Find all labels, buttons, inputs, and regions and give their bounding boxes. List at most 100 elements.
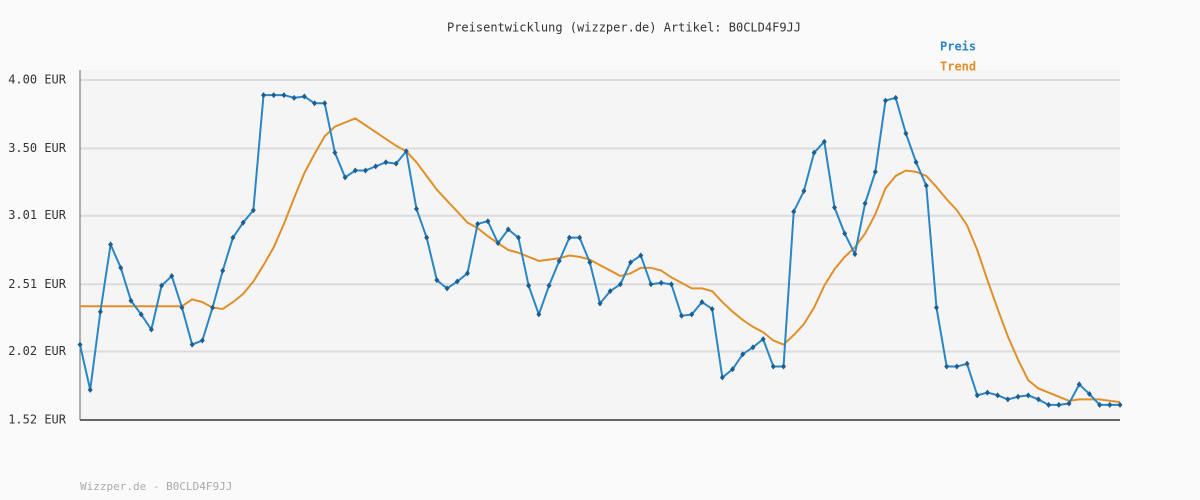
point-marker <box>770 363 776 370</box>
y-tick-label: 3.50 EUR <box>8 141 67 155</box>
point-marker <box>954 363 960 370</box>
point-marker <box>271 92 277 99</box>
point-marker <box>699 299 705 306</box>
plot-area <box>80 70 1120 420</box>
point-marker <box>893 94 899 101</box>
footer: Wizzper.de - B0CLD4F9JJ <box>80 480 232 493</box>
point-marker <box>87 386 93 393</box>
point-marker <box>913 159 919 166</box>
point-marker <box>566 234 572 241</box>
point-marker <box>413 205 419 212</box>
point-marker <box>403 148 409 155</box>
y-tick-label: 4.00 EUR <box>8 73 67 87</box>
point-marker <box>128 297 134 304</box>
point-marker <box>730 366 736 373</box>
point-marker <box>118 264 124 271</box>
point-marker <box>1046 401 1052 408</box>
point-marker <box>750 344 756 351</box>
point-marker <box>811 149 817 156</box>
point-marker <box>250 207 256 214</box>
point-marker <box>791 208 797 215</box>
point-marker <box>964 360 970 367</box>
point-marker <box>607 288 613 295</box>
point-marker <box>281 92 287 99</box>
series-line <box>80 117 1121 404</box>
point-marker <box>577 234 583 241</box>
point-marker <box>424 234 430 241</box>
point-marker <box>322 100 328 107</box>
point-marker <box>179 304 185 311</box>
point-marker <box>556 257 562 264</box>
point-marker <box>648 281 654 288</box>
point-marker <box>199 337 205 344</box>
y-tick-label: 2.02 EUR <box>8 344 67 358</box>
point-marker <box>383 159 389 166</box>
point-marker <box>933 304 939 311</box>
legend-label: Preis <box>940 40 976 54</box>
point-marker <box>485 218 491 225</box>
point-marker <box>454 278 460 285</box>
point-marker <box>882 97 888 104</box>
point-marker <box>220 267 226 274</box>
point-marker <box>984 389 990 396</box>
point-marker <box>974 392 980 399</box>
point-marker <box>77 341 83 348</box>
point-marker <box>291 94 297 101</box>
point-marker <box>587 259 593 266</box>
point-marker <box>352 167 358 174</box>
point-marker <box>210 304 216 311</box>
point-marker <box>373 163 379 170</box>
point-marker <box>475 220 481 227</box>
y-tick-label: 3.01 EUR <box>8 208 67 222</box>
point-marker <box>781 363 787 370</box>
point-marker <box>658 279 664 286</box>
point-marker <box>689 311 695 318</box>
point-marker <box>505 226 511 233</box>
point-marker <box>872 168 878 175</box>
point-marker <box>332 149 338 156</box>
point-marker <box>842 230 848 237</box>
point-marker <box>1025 392 1031 399</box>
point-marker <box>821 138 827 145</box>
point-marker <box>434 277 440 284</box>
point-marker <box>1066 400 1072 407</box>
point-marker <box>240 219 246 226</box>
point-marker <box>852 251 858 258</box>
point-marker <box>189 341 195 348</box>
point-marker <box>261 92 267 99</box>
chart-title: Preisentwicklung (wizzper.de) Artikel: B… <box>447 21 801 35</box>
point-marker <box>801 188 807 195</box>
point-marker <box>169 273 175 280</box>
point-marker <box>526 282 532 289</box>
point-marker <box>719 374 725 381</box>
point-marker <box>230 234 236 241</box>
point-marker <box>740 351 746 358</box>
point-marker <box>342 174 348 181</box>
point-marker <box>617 281 623 288</box>
point-marker <box>393 160 399 167</box>
point-marker <box>832 204 838 211</box>
point-marker <box>312 100 318 107</box>
point-marker <box>536 311 542 318</box>
point-marker <box>148 326 154 333</box>
point-marker <box>108 241 114 248</box>
point-marker <box>1005 396 1011 403</box>
point-marker <box>1117 401 1123 408</box>
point-marker <box>515 234 521 241</box>
point-marker <box>668 281 674 288</box>
point-marker <box>97 308 103 315</box>
y-tick-label: 1.52 EUR <box>8 413 67 427</box>
point-marker <box>444 285 450 292</box>
point-marker <box>1097 401 1103 408</box>
point-marker <box>1107 401 1113 408</box>
point-marker <box>903 130 909 137</box>
point-marker <box>862 200 868 207</box>
y-tick-label: 2.51 EUR <box>8 277 67 291</box>
legend-label: Trend <box>940 60 976 74</box>
point-marker <box>709 305 715 312</box>
point-marker <box>1086 390 1092 397</box>
point-marker <box>362 167 368 174</box>
point-marker <box>944 363 950 370</box>
point-marker <box>1015 393 1021 400</box>
